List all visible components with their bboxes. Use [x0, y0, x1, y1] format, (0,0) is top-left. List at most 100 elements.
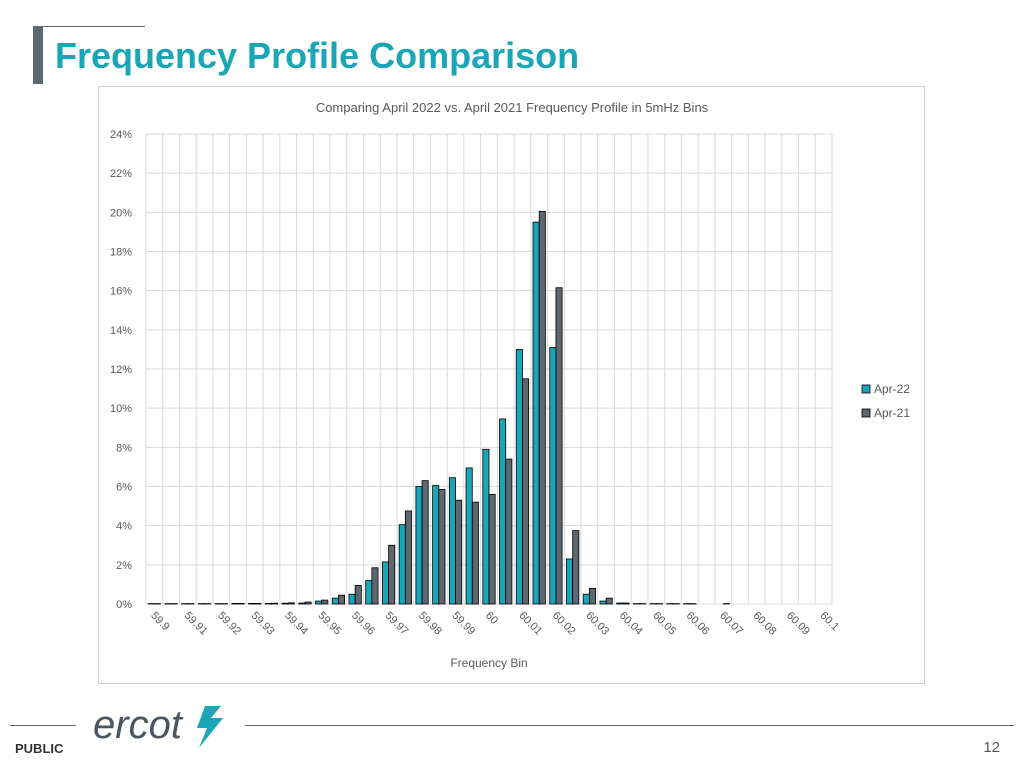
bar-apr21: [321, 599, 329, 605]
y-tick-label: 2%: [116, 560, 132, 572]
bar-apr21: [271, 602, 279, 605]
x-tick-label: 60.1: [818, 610, 842, 634]
x-tick-label: 60.03: [583, 610, 611, 638]
x-tick-label: 59.93: [249, 610, 277, 638]
title-rule: [33, 26, 145, 27]
x-tick-label: 59.96: [349, 610, 377, 638]
bar-apr21: [588, 587, 596, 605]
legend-swatch-apr21: [861, 408, 871, 418]
x-tick-label: 59.98: [416, 610, 444, 638]
bar-apr22: [482, 448, 490, 605]
x-tick-label: 60.04: [617, 610, 645, 638]
bar-apr22: [415, 486, 423, 605]
bar-apr21: [488, 493, 496, 605]
x-tick-label: 60.02: [550, 610, 578, 638]
legend-label-apr21: Apr-21: [874, 406, 910, 420]
x-tick-label: 60.08: [751, 610, 779, 638]
bar-apr22: [348, 593, 356, 605]
bar-apr22: [515, 349, 523, 605]
bar-apr21: [388, 544, 396, 605]
bar-apr22: [264, 603, 272, 605]
x-tick-label: 60: [483, 610, 500, 627]
bar-apr22: [315, 600, 323, 605]
footer-rule-left: [10, 725, 76, 726]
bar-apr21: [237, 603, 245, 605]
bar-apr22: [616, 602, 624, 605]
slide-title: Frequency Profile Comparison: [55, 35, 580, 76]
x-tick-label: 59.9: [148, 610, 172, 634]
bar-apr21: [538, 210, 546, 605]
ercot-logo: ercot: [93, 703, 223, 748]
x-tick-label: 59.94: [282, 610, 310, 638]
y-tick-label: 8%: [116, 442, 132, 454]
x-axis-ticks: 59.9 59.91 59.92 59.93 59.94 59.95 59.96 59.97 5…: [148, 610, 841, 638]
bar-apr21: [555, 287, 563, 605]
y-tick-label: 20%: [110, 207, 132, 219]
bar-apr22: [248, 603, 256, 605]
x-tick-label: 59.91: [182, 610, 210, 638]
y-tick-label: 16%: [110, 286, 132, 298]
chart-title: Comparing April 2022 vs. April 2021 Freq…: [316, 100, 709, 115]
bar-apr22: [566, 558, 574, 605]
bar-apr21: [287, 602, 295, 605]
x-tick-label: 60.05: [650, 610, 678, 638]
y-tick-label: 22%: [110, 168, 132, 180]
bar-apr21: [338, 594, 346, 605]
x-axis-label: Frequency Bin: [450, 656, 527, 670]
x-tick-label: 59.92: [215, 610, 243, 638]
bar-apr22: [365, 580, 373, 605]
bar-apr21: [572, 530, 580, 605]
bar-apr22: [532, 221, 540, 605]
bar-apr22: [231, 603, 239, 605]
title-accent-bar: [33, 26, 43, 84]
bar-apr22: [281, 602, 289, 605]
bar-apr21: [505, 458, 513, 605]
y-tick-label: 12%: [110, 364, 132, 376]
bar-apr22: [499, 418, 507, 605]
bar-apr21: [404, 510, 412, 605]
bar-apr22: [398, 524, 406, 605]
logo-wordmark: ercot: [93, 703, 184, 747]
bar-apr22: [432, 485, 440, 605]
legend-swatch-apr22: [861, 384, 871, 394]
bar-apr22: [465, 467, 473, 605]
footer-rule-right: [245, 725, 1014, 726]
bar-apr22: [599, 600, 607, 605]
public-label: PUBLIC: [15, 741, 64, 756]
bar-apr21: [304, 601, 312, 605]
chart-frame: Comparing April 2022 vs. April 2021 Freq…: [98, 86, 925, 684]
bar-apr22: [582, 593, 590, 605]
bar-apr21: [455, 499, 463, 605]
lightning-bolt-icon: [197, 706, 223, 748]
frequency-profile-chart: Comparing April 2022 vs. April 2021 Freq…: [110, 100, 910, 670]
chart-grid: [145, 133, 833, 605]
bar-apr21: [522, 378, 530, 605]
x-tick-label: 60.09: [784, 610, 812, 638]
bar-apr21: [354, 584, 362, 605]
y-tick-label: 4%: [116, 521, 132, 533]
y-axis-ticks: 0% 2% 4% 6% 8% 10% 12% 14% 16% 18% 20% 22% 24%: [110, 129, 132, 611]
y-tick-label: 14%: [110, 325, 132, 337]
bar-apr22: [382, 561, 390, 605]
x-tick-label: 60.01: [516, 610, 544, 638]
bar-apr21: [471, 501, 479, 605]
y-tick-label: 10%: [110, 403, 132, 415]
chart-legend: Apr-22 Apr-21: [861, 382, 910, 420]
y-tick-label: 24%: [110, 129, 132, 141]
page-number: 12: [983, 739, 1000, 756]
bar-apr22: [448, 477, 456, 605]
bar-apr21: [438, 489, 446, 605]
x-tick-label: 59.97: [382, 610, 410, 638]
x-tick-label: 60.07: [717, 610, 745, 638]
x-tick-label: 59.99: [449, 610, 477, 638]
bar-apr22: [331, 597, 339, 605]
bar-apr22: [298, 602, 306, 605]
x-tick-label: 59.95: [316, 610, 344, 638]
bar-apr21: [605, 597, 613, 605]
bar-apr21: [622, 602, 630, 605]
y-tick-label: 18%: [110, 247, 132, 259]
bar-apr21: [371, 567, 379, 605]
bar-apr21: [421, 480, 429, 605]
legend-label-apr22: Apr-22: [874, 382, 910, 396]
bar-apr21: [254, 603, 262, 605]
